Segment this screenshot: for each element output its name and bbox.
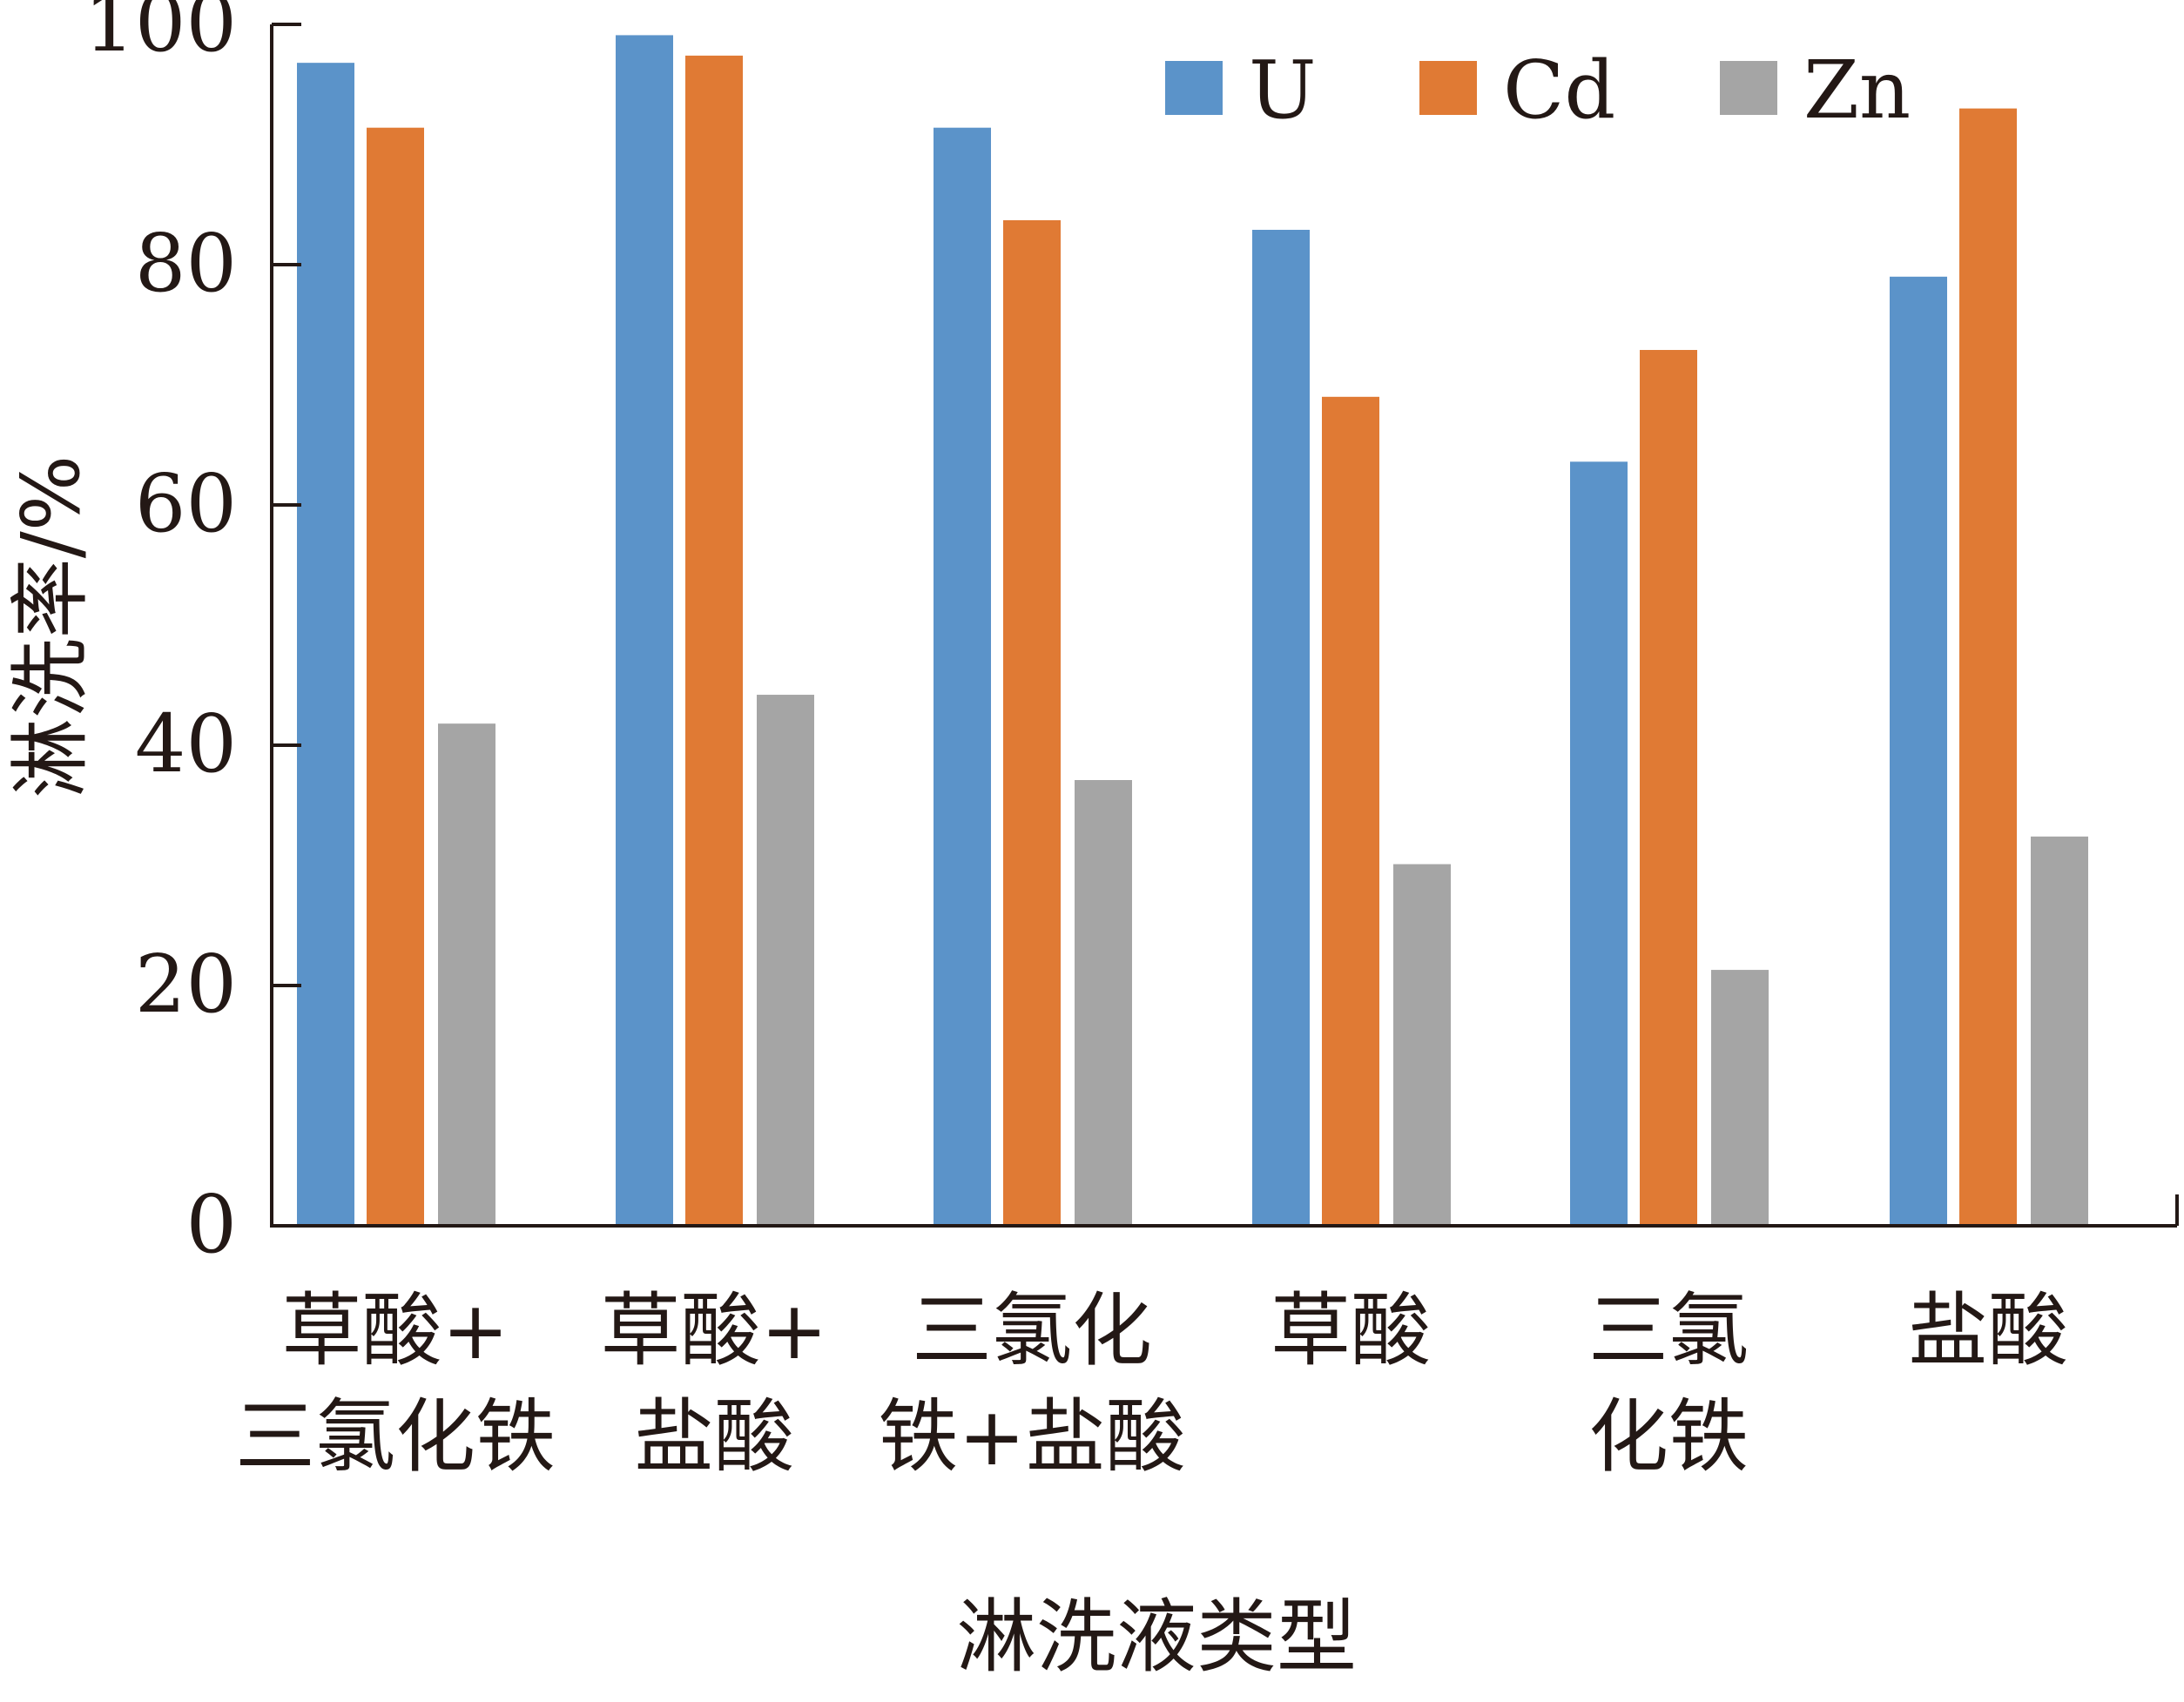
bar-cd-0 [367,127,424,1227]
bar-u-4 [1570,461,1628,1226]
x-category-label: 三氯化铁+盐酸 [878,1284,1185,1483]
axes-layer [270,23,2179,1228]
bar-zn-3 [1393,864,1451,1226]
legend-swatch-zn [1720,61,1777,115]
y-tick-label: 20 [135,938,237,1031]
y-axis-title: 淋洗率/% [4,455,98,798]
bar-cd-2 [1003,219,1061,1227]
x-category-label: 盐酸 [1908,1284,2068,1377]
bars-layer [297,35,2088,1227]
bar-u-3 [1252,229,1310,1227]
bar-u-0 [297,63,354,1226]
bar-cd-3 [1322,396,1379,1226]
legend-swatch-u [1165,61,1223,115]
y-tick-label: 100 [84,0,237,70]
legend-label-zn: Zn [1803,44,1911,137]
x-category-label: 三氯化铁 [1588,1284,1749,1483]
legend: U Cd Zn [1165,44,1911,137]
bar-u-2 [934,127,991,1227]
bar-u-5 [1890,276,1947,1226]
bar-zn-0 [438,723,495,1226]
legend-label-cd: Cd [1503,44,1615,137]
bar-zn-2 [1075,780,1132,1226]
bar-cd-1 [685,55,743,1226]
x-category-label: 草酸+三氯化铁 [235,1284,556,1483]
x-category-label: 草酸 [1271,1284,1431,1377]
y-tick-label: 80 [135,217,237,310]
legend-swatch-cd [1419,61,1477,115]
bar-zn-4 [1711,970,1769,1226]
x-category-label: 草酸+盐酸 [600,1284,827,1483]
bar-cd-4 [1640,349,1697,1227]
bar-cd-5 [1959,108,2017,1227]
y-tick-labels: 0 20 40 60 80 100 [84,0,237,1271]
y-tick-label: 60 [135,457,237,550]
bar-zn-1 [757,695,814,1226]
y-tick-label: 0 [185,1178,237,1271]
legend-label-u: U [1249,44,1317,137]
bar-zn-5 [2031,836,2088,1226]
y-tick-label: 40 [135,697,237,790]
bar-u-1 [616,35,673,1226]
x-axis-title: 淋洗液类型 [956,1591,1357,1684]
